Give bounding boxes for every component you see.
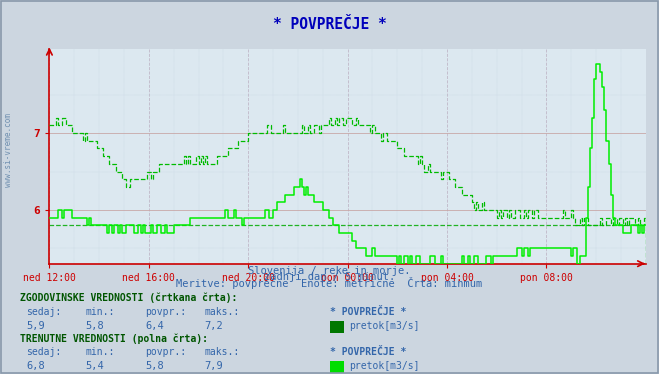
Text: 6,4: 6,4 <box>145 321 163 331</box>
Text: povpr.:: povpr.: <box>145 307 186 317</box>
Text: 5,8: 5,8 <box>86 321 104 331</box>
Text: * POVPREČJE *: * POVPREČJE * <box>330 307 406 317</box>
Text: min.:: min.: <box>86 347 115 357</box>
Text: min.:: min.: <box>86 307 115 317</box>
Text: 5,4: 5,4 <box>86 361 104 371</box>
Text: Slovenija / reke in morje.: Slovenija / reke in morje. <box>248 266 411 276</box>
Text: pretok[m3/s]: pretok[m3/s] <box>349 321 420 331</box>
Text: 5,8: 5,8 <box>145 361 163 371</box>
Text: 7,2: 7,2 <box>204 321 223 331</box>
Text: 6,8: 6,8 <box>26 361 45 371</box>
Text: Meritve: povprečne  Enote: metrične  Črta: minmum: Meritve: povprečne Enote: metrične Črta:… <box>177 277 482 289</box>
Text: ZGODOVINSKE VREDNOSTI (črtkana črta):: ZGODOVINSKE VREDNOSTI (črtkana črta): <box>20 292 237 303</box>
Text: 7,9: 7,9 <box>204 361 223 371</box>
Text: pretok[m3/s]: pretok[m3/s] <box>349 361 420 371</box>
Text: povpr.:: povpr.: <box>145 347 186 357</box>
Text: 5,9: 5,9 <box>26 321 45 331</box>
Text: * POVPREČJE *: * POVPREČJE * <box>273 17 386 32</box>
Text: sedaj:: sedaj: <box>26 347 61 357</box>
Text: * POVPREČJE *: * POVPREČJE * <box>330 347 406 357</box>
Text: maks.:: maks.: <box>204 307 239 317</box>
Text: maks.:: maks.: <box>204 347 239 357</box>
Text: www.si-vreme.com: www.si-vreme.com <box>4 113 13 187</box>
Text: zadnji dan / 5 minut.: zadnji dan / 5 minut. <box>264 273 395 282</box>
Text: TRENUTNE VREDNOSTI (polna črta):: TRENUTNE VREDNOSTI (polna črta): <box>20 334 208 344</box>
Text: sedaj:: sedaj: <box>26 307 61 317</box>
